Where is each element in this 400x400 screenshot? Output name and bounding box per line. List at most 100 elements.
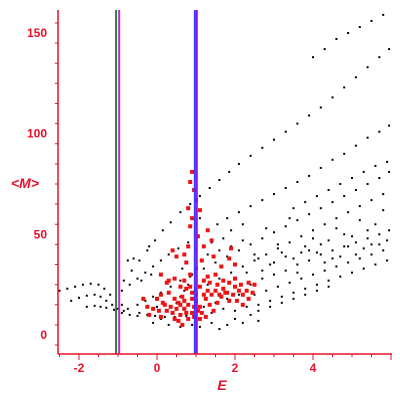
black-data-point xyxy=(269,299,272,302)
black-data-point xyxy=(85,305,88,308)
red-data-point xyxy=(246,296,251,301)
red-data-point xyxy=(188,224,193,229)
black-data-point xyxy=(288,281,291,284)
red-data-point xyxy=(178,302,183,307)
black-data-point xyxy=(323,269,326,272)
vertical-lines-group xyxy=(115,10,198,354)
black-data-point xyxy=(331,158,334,161)
red-data-point xyxy=(201,244,206,249)
black-data-point xyxy=(335,38,338,40)
red-data-point xyxy=(211,308,216,313)
black-data-point xyxy=(366,183,369,185)
black-data-point xyxy=(292,207,295,210)
black-data-point xyxy=(97,283,100,286)
black-data-point xyxy=(218,277,221,280)
black-data-point xyxy=(237,293,240,296)
black-data-point xyxy=(191,323,194,326)
black-data-point xyxy=(351,177,353,179)
black-data-point xyxy=(241,223,244,226)
red-data-point xyxy=(170,310,175,315)
red-data-point xyxy=(186,244,191,249)
black-data-point xyxy=(179,279,182,282)
red-data-point xyxy=(172,276,177,281)
black-data-point xyxy=(319,106,322,109)
black-data-point xyxy=(308,259,311,262)
black-data-point xyxy=(351,271,353,274)
x-tick-label: -2 xyxy=(74,361,85,375)
black-data-point xyxy=(249,205,252,208)
red-data-point xyxy=(233,276,237,281)
black-data-point xyxy=(335,217,338,220)
red-data-point xyxy=(217,292,222,297)
black-data-point xyxy=(185,314,188,317)
black-data-point xyxy=(319,166,322,169)
black-data-point xyxy=(378,177,381,179)
black-data-point xyxy=(354,144,357,147)
red-data-point xyxy=(195,308,200,313)
black-data-point xyxy=(105,306,108,309)
black-data-point xyxy=(339,183,342,185)
black-data-point xyxy=(386,160,389,163)
black-data-point xyxy=(74,285,77,288)
black-data-point xyxy=(308,249,311,252)
black-data-point xyxy=(138,259,141,262)
black-data-point xyxy=(296,271,299,274)
black-data-point xyxy=(315,195,318,198)
black-data-point xyxy=(163,315,166,318)
black-data-point xyxy=(382,249,385,252)
black-data-point xyxy=(366,237,369,240)
black-data-point xyxy=(169,285,172,288)
black-data-point xyxy=(202,305,205,308)
black-data-point xyxy=(370,253,373,256)
black-data-point xyxy=(378,56,381,59)
black-data-point xyxy=(312,229,314,232)
black-data-point xyxy=(136,303,139,306)
black-data-point xyxy=(234,309,236,312)
black-data-point xyxy=(296,122,299,125)
red-data-point xyxy=(190,169,195,174)
red-data-point xyxy=(227,298,232,303)
black-data-point xyxy=(323,261,326,264)
black-data-point xyxy=(343,195,346,198)
red-data-point xyxy=(215,282,220,287)
black-data-point xyxy=(327,239,330,242)
black-data-point xyxy=(111,303,114,306)
black-data-point xyxy=(179,211,182,214)
black-data-point xyxy=(327,189,330,191)
black-data-point xyxy=(237,162,240,165)
black-data-point xyxy=(230,271,233,274)
red-data-point xyxy=(213,272,218,277)
red-data-point xyxy=(213,288,218,293)
black-data-point xyxy=(292,291,295,294)
black-data-point xyxy=(128,313,131,316)
red-data-point xyxy=(190,296,195,301)
red-data-point xyxy=(197,316,202,321)
red-data-point xyxy=(184,260,189,265)
black-data-point xyxy=(327,279,330,282)
black-data-point xyxy=(181,267,184,270)
black-data-point xyxy=(362,267,365,270)
black-data-point xyxy=(144,271,147,274)
black-data-point xyxy=(253,259,256,262)
black-data-point xyxy=(288,241,291,244)
x-axis: -2 0 2 4 xyxy=(58,353,392,375)
red-data-point xyxy=(188,272,193,277)
x-axis-title: E xyxy=(217,377,227,393)
black-data-point xyxy=(300,235,303,238)
black-data-point xyxy=(128,283,131,286)
red-data-point xyxy=(201,278,206,283)
black-data-point xyxy=(81,283,84,286)
black-data-point xyxy=(122,279,125,282)
black-data-point xyxy=(370,243,373,246)
black-data-point xyxy=(58,289,61,292)
black-data-point xyxy=(245,271,248,274)
black-data-point xyxy=(370,199,373,202)
red-data-point xyxy=(184,286,189,291)
black-data-point xyxy=(358,257,361,260)
red-data-point xyxy=(211,254,216,259)
red-data-point xyxy=(240,302,245,307)
red-data-point xyxy=(221,286,226,291)
black-data-point xyxy=(374,164,377,167)
black-data-point xyxy=(331,96,334,99)
